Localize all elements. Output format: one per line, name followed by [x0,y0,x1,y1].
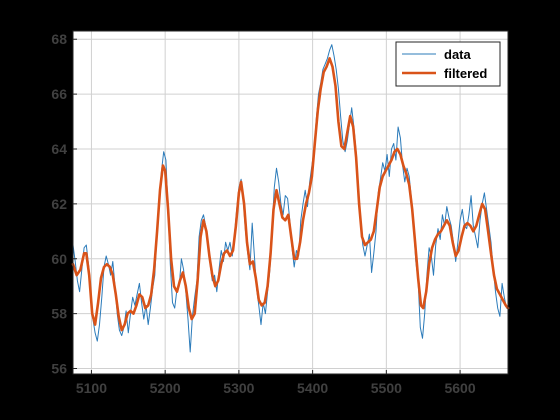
y-tick-label: 64 [51,141,67,157]
y-tick-label: 66 [51,86,67,102]
y-tick-label: 56 [51,361,67,377]
x-tick-label: 5300 [223,380,254,396]
legend-box [395,41,501,87]
x-tick-label: 5100 [76,380,107,396]
series-line-filtered [71,57,510,332]
legend-filtered-label: filtered [444,66,487,81]
series-lines [71,44,510,353]
x-tick-label: 5600 [444,380,475,396]
x-tick-label: 5400 [297,380,328,396]
legend: data filtered [395,41,501,87]
axes-box [72,30,509,375]
y-tick-label: 58 [51,306,67,322]
legend-data-label: data [444,47,472,62]
plot-area [73,31,508,374]
y-tick-label: 62 [51,196,67,212]
y-tick-label: 68 [51,31,67,47]
x-tick-label: 5200 [150,380,181,396]
ticks: 5100 5200 5300 5400 5500 5600 56 58 60 62 64 66 68 [51,31,475,396]
x-tick-label: 5500 [371,380,402,396]
y-tick-label: 60 [51,251,67,267]
